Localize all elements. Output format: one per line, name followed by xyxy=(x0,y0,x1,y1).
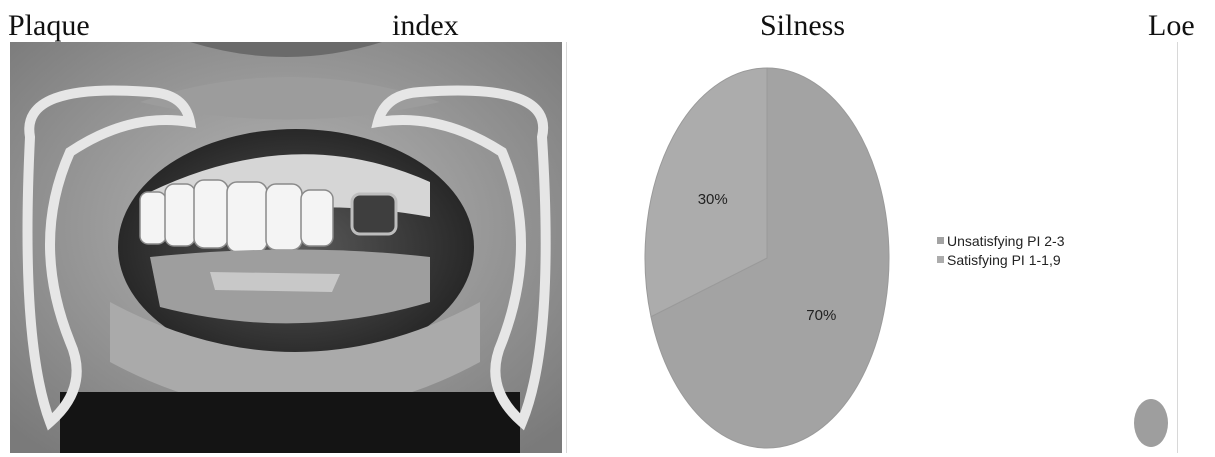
clinical-photo xyxy=(10,42,562,453)
legend-item-unsatisfying: Unsatisfying PI 2-3 xyxy=(937,231,1065,250)
pie-chart: 70% 30% xyxy=(644,67,890,449)
legend-item-satisfying: Satisfying PI 1-1,9 xyxy=(937,250,1065,269)
heading-word-index: index xyxy=(392,9,459,42)
mouth-photo-illustration xyxy=(10,42,562,453)
heading-word-plaque: Plaque xyxy=(8,9,90,42)
heading-word-silness: Silness xyxy=(760,9,846,42)
stray-dot xyxy=(1134,399,1168,447)
pie-slice-label-1: 30% xyxy=(698,191,728,208)
pie-slice-0 xyxy=(650,67,890,449)
pie-slice-1 xyxy=(644,67,768,318)
chart-legend: Unsatisfying PI 2-3 Satisfying PI 1-1,9 xyxy=(937,231,1065,269)
pie-slice-label-0: 70% xyxy=(806,307,836,324)
legend-label-satisfying: Satisfying PI 1-1,9 xyxy=(947,251,1061,268)
pie-chart-panel: 70% 30% Unsatisfying PI 2-3 Satisfying PI… xyxy=(566,42,1178,453)
legend-label-unsatisfying: Unsatisfying PI 2-3 xyxy=(947,232,1065,249)
legend-swatch-satisfying xyxy=(937,256,944,263)
heading-word-loe: Loe xyxy=(1148,9,1195,42)
legend-swatch-unsatisfying xyxy=(937,237,944,244)
